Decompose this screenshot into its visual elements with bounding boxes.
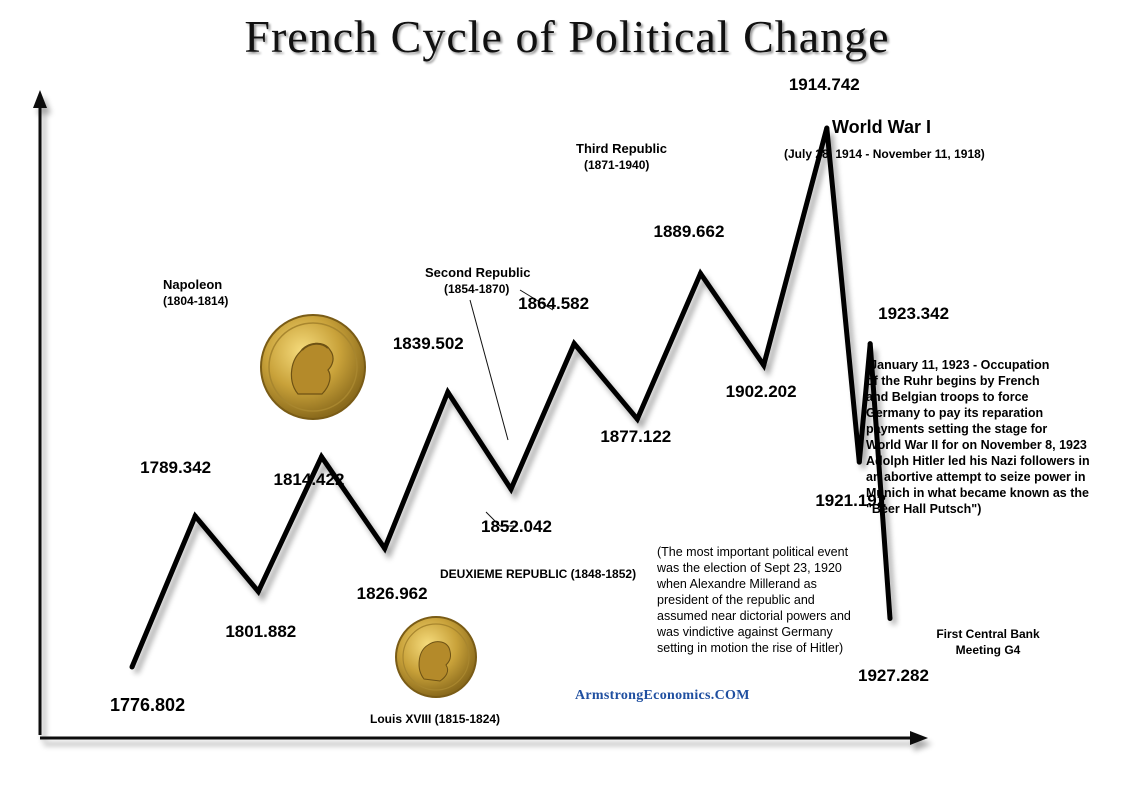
note-line: payments setting the stage for [866,422,1048,436]
point-label: 1801.882 [225,621,297,641]
point-label: 1826.962 [356,584,428,604]
annotation-pointers [469,289,554,527]
point-label: 1927.282 [858,666,929,686]
central-bank-label: First Central Bank [936,627,1040,641]
y-axis-arrow [33,90,47,108]
point-label: 1902.202 [725,382,797,402]
turning-point [382,545,388,551]
napoleon-dates: (1804-1814) [163,294,229,308]
turning-point [571,341,577,347]
point-label: 1814.422 [273,469,345,489]
note-line: "Beer Hall Putsch") [866,502,982,516]
note-line: of the Ruhr begins by French [866,374,1040,388]
turning-point [634,416,640,422]
turning-point [192,513,198,519]
point-label: 1789.342 [140,458,212,478]
turning-point [856,459,862,465]
turning-point [129,664,135,670]
ruhr-note: (January 11, 1923 - Occupation of the Ruh… [866,357,1090,517]
point-label: 1923.342 [878,303,950,323]
note-line: (The most important political event [657,545,849,559]
note-line: assumed near dictorial powers and [657,609,851,623]
turning-point [698,271,703,277]
note-line: (January 11, 1923 - Occupation [866,358,1050,372]
turning-point [887,615,893,621]
turning-point [445,389,451,395]
turning-point [761,362,767,368]
note-line: Munich in what became known as the [866,486,1089,500]
turning-point [319,454,324,460]
pointer-second-republic-2 [519,289,554,311]
third-republic-dates: (1871-1940) [584,158,650,172]
point-label: 1877.122 [600,427,672,447]
watermark: ArmstrongEconomics.COM [575,688,750,703]
napoleon-coin-image [260,314,366,420]
note-line: president of the republic and [657,593,815,607]
note-line: an abortive attempt to seize power in [866,470,1086,484]
point-label: 1852.042 [481,517,552,537]
second-republic-label: Second Republic [425,265,531,280]
louis-label: Louis XVIII (1815-1824) [370,712,501,726]
point-label: 1776.802 [110,695,186,715]
point-label: 1921.192 [815,491,887,511]
axes [33,90,928,745]
series-layer [129,125,893,670]
deuxieme-label: DEUXIEME REPUBLIC (1848-1852) [440,567,637,581]
x-axis-arrow [910,731,928,745]
point-label: 1839.502 [392,334,464,354]
third-republic-label: Third Republic [576,141,667,156]
turning-point [867,341,873,347]
note-line: Germany to pay its reparation [866,406,1044,420]
note-line: World War II for on November 8, 1923 [866,438,1087,452]
pointer-second-republic [469,299,509,441]
note-line: was the election of Sept 23, 1920 [657,561,842,575]
louis-coin-image [395,616,477,698]
point-label: 1864.582 [518,293,590,313]
point-label: 1914.742 [788,75,860,94]
ww1-title: World War I [832,117,931,137]
chart-title: French Cycle of Political Change [244,11,890,62]
turning-point [824,125,830,131]
turning-point [255,589,261,595]
napoleon-label: Napoleon [163,277,223,292]
point-label: 1889.662 [653,221,725,241]
second-republic-dates: (1854-1870) [444,282,510,296]
note-line: and Belgian troops to force [866,390,1029,404]
note-line: Adolph Hitler led his Nazi followers in [866,454,1090,468]
note-line: setting in motion the rise of Hitler) [657,641,844,655]
turning-point [508,486,514,492]
millerand-note: (The most important political event was t… [657,544,851,656]
central-bank-sub: Meeting G4 [955,643,1021,657]
note-line: was vindictive against Germany [657,625,833,639]
note-line: when Alexandre Millerand as [657,577,817,591]
pointer-deuxieme [485,511,501,527]
ww1-dates: (July 28, 1914 - November 11, 1918) [784,147,985,161]
